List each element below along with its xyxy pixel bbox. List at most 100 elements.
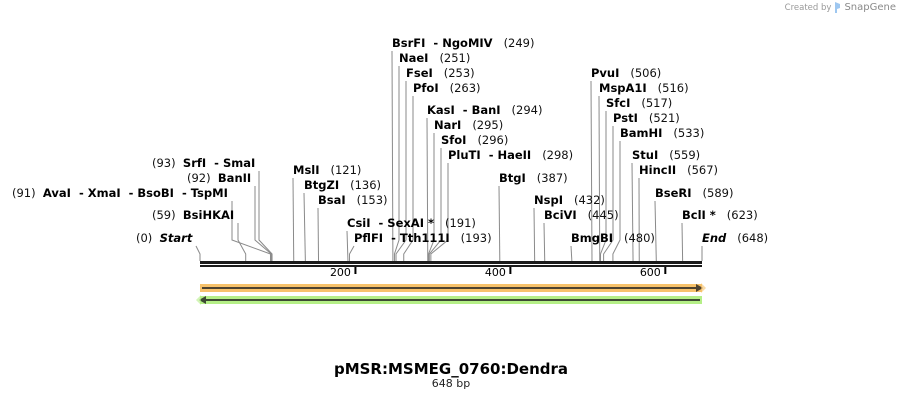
- site-label-hincii[interactable]: HincII (567): [639, 163, 718, 177]
- site-connector-fsei: [395, 81, 407, 261]
- site-connector-mspa1i: [598, 95, 601, 262]
- site-label-start[interactable]: (0) Start: [136, 231, 192, 245]
- site-label-bmgbi[interactable]: BmgBI (480): [571, 231, 655, 245]
- site-label-sfoi[interactable]: SfoI (296): [441, 133, 508, 147]
- cut-position: (516): [657, 81, 689, 95]
- cut-position: (589): [702, 186, 734, 200]
- cut-position: (295): [472, 118, 504, 132]
- enzyme-name: SrfI - SmaI: [182, 156, 256, 170]
- cut-position: (91): [12, 186, 36, 200]
- forward-feature-tip: [701, 283, 706, 293]
- cut-position: (191): [444, 216, 476, 230]
- site-label-bsrfi[interactable]: BsrFI - NgoMIV (249): [392, 36, 535, 50]
- site-label-btgi[interactable]: BtgI (387): [499, 171, 568, 185]
- cut-position: (517): [641, 96, 673, 110]
- site-label-msli[interactable]: MslI (121): [293, 163, 361, 177]
- site-connector-stui: [631, 162, 634, 262]
- site-label-fsei[interactable]: FseI (253): [406, 66, 475, 80]
- cut-position: (251): [439, 51, 471, 65]
- site-label-csii[interactable]: CsiI - SexAI * (191): [347, 216, 476, 230]
- enzyme-name: BtgI: [499, 171, 526, 185]
- site-connector-start: [195, 245, 201, 261]
- site-label-naei[interactable]: NaeI (251): [399, 51, 470, 65]
- site-label-mspa1i[interactable]: MspA1I (516): [599, 81, 689, 95]
- site-label-bsihkai[interactable]: (59) BsiHKAI: [152, 208, 234, 222]
- enzyme-name: SfoI: [441, 133, 467, 147]
- enzyme-name: BanII: [217, 171, 252, 185]
- backbone-bottom: [200, 265, 702, 267]
- site-label-pfoi[interactable]: PfoI (263): [413, 81, 481, 95]
- enzyme-name: BsiHKAI: [182, 208, 235, 222]
- ruler-tick-label: 600: [639, 266, 661, 279]
- site-connector-bcli: [681, 222, 684, 262]
- site-label-bcli[interactable]: BclI * (623): [682, 208, 758, 222]
- site-connector-csii: [346, 230, 349, 262]
- site-connector-pvui: [590, 80, 593, 262]
- site-connector-naei: [393, 66, 400, 261]
- site-label-pvui[interactable]: PvuI (506): [591, 66, 661, 80]
- enzyme-name: NarI: [434, 118, 462, 132]
- enzyme-name: AvaI - XmaI - BsoBI - TspMI: [42, 186, 228, 200]
- site-connector-pluti: [430, 163, 449, 261]
- enzyme-name: BtgZI: [304, 178, 340, 192]
- cut-position: (253): [443, 66, 475, 80]
- construct-length: 648 bp: [431, 377, 471, 390]
- site-label-end[interactable]: End (648): [702, 231, 768, 245]
- cut-position: (263): [449, 81, 481, 95]
- cut-position: (623): [726, 208, 758, 222]
- arrow-right-icon: [696, 284, 703, 292]
- site-label-avai[interactable]: (91) AvaI - XmaI - BsoBI - TspMI: [12, 186, 228, 200]
- credit-prefix: Created by: [784, 2, 832, 13]
- site-label-bcivi[interactable]: BciVI (445): [544, 208, 619, 222]
- site-connector-sfoi: [428, 148, 442, 261]
- cut-position: (92): [187, 171, 211, 185]
- site-connector-nari: [428, 133, 435, 261]
- cut-position: (648): [737, 231, 769, 245]
- site-label-psti[interactable]: PstI (521): [613, 111, 680, 125]
- site-label-sfci[interactable]: SfcI (517): [606, 96, 672, 110]
- enzyme-name: SfcI: [606, 96, 631, 110]
- ruler-tick-label: 400: [484, 266, 506, 279]
- enzyme-name: BamHI: [620, 126, 663, 140]
- cut-position: (506): [630, 66, 662, 80]
- site-label-pluti[interactable]: PluTI - HaeII (298): [448, 148, 573, 162]
- cut-position: (93): [152, 156, 176, 170]
- site-label-pflfi[interactable]: PflFI - Tth111I (193): [354, 231, 492, 245]
- site-label-stui[interactable]: StuI (559): [632, 148, 700, 162]
- cut-position: (296): [477, 133, 509, 147]
- cut-position: (298): [542, 148, 574, 162]
- cut-position: (59): [152, 208, 176, 222]
- enzyme-name: PflFI - Tth111I: [354, 231, 450, 245]
- site-label-banii[interactable]: (92) BanII: [187, 171, 251, 185]
- site-connector-bsrfi: [391, 50, 394, 262]
- site-connector-bmgbi: [570, 245, 573, 262]
- enzyme-name: PstI: [613, 111, 638, 125]
- cut-position: (387): [536, 171, 568, 185]
- site-connector-pflfi: [349, 245, 355, 261]
- cut-position: (567): [687, 163, 719, 177]
- enzyme-name: BmgBI: [571, 231, 614, 245]
- site-connector-srfi: [258, 171, 273, 261]
- site-label-bseri[interactable]: BseRI (589): [655, 186, 733, 200]
- site-connector-sfci: [600, 111, 607, 261]
- site-label-srfi[interactable]: (93) SrfI - SmaI: [152, 156, 255, 170]
- site-connector-avai: [231, 201, 271, 261]
- enzyme-name: Start: [159, 231, 193, 245]
- cut-position: (249): [503, 36, 535, 50]
- site-connector-msli: [292, 177, 295, 262]
- enzyme-name: MspA1I: [599, 81, 647, 95]
- site-connector-bcivi: [543, 222, 546, 262]
- site-connector-nspi: [533, 207, 536, 262]
- credit-brand: SnapGene: [844, 2, 896, 13]
- site-label-btgzi[interactable]: BtgZI (136): [304, 178, 381, 192]
- site-label-nari[interactable]: NarI (295): [434, 118, 503, 132]
- construct-title: pMSR:MSMEG_0760:Dendra: [333, 360, 569, 378]
- cut-position: (0): [136, 231, 153, 245]
- site-label-nspi[interactable]: NspI (432): [534, 193, 605, 207]
- site-label-bsai[interactable]: BsaI (153): [318, 193, 388, 207]
- site-label-bamhi[interactable]: BamHI (533): [620, 126, 704, 140]
- enzyme-name: End: [702, 231, 727, 245]
- enzyme-name: BsaI: [318, 193, 346, 207]
- site-label-kasi[interactable]: KasI - BanI (294): [427, 103, 542, 117]
